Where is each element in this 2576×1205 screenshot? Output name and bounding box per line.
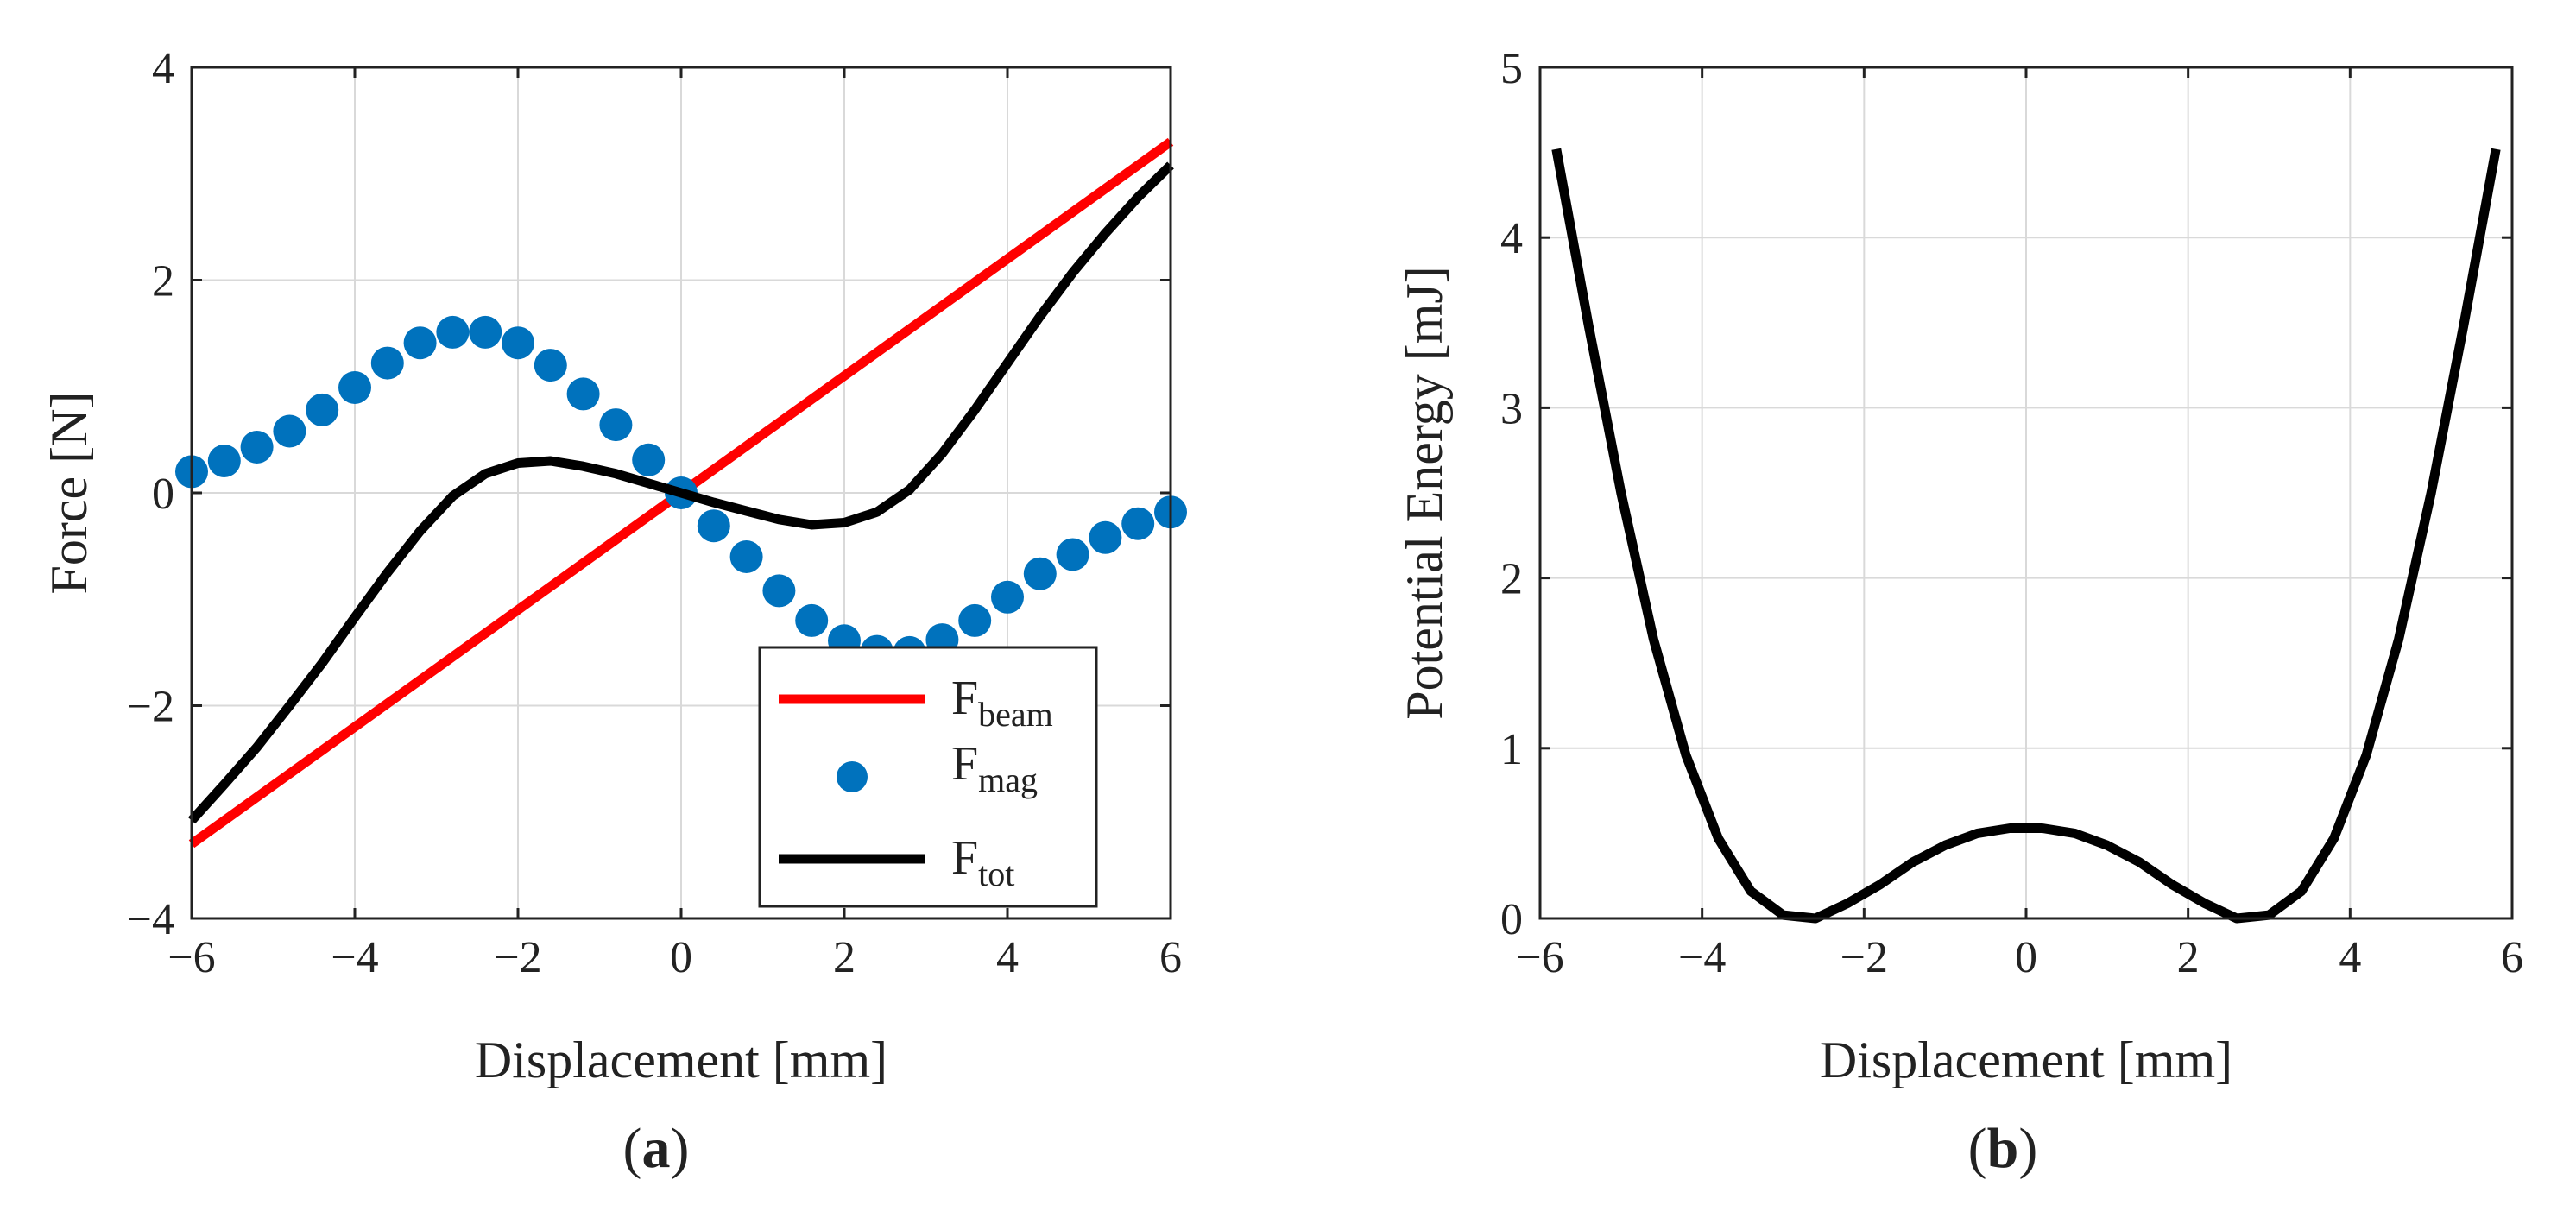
y-tick-label: 5 [1500,44,1523,93]
tick-labels-b: −6 −4 −2 0 2 4 6 0 1 2 3 4 5 [1500,44,2523,982]
x-tick-label: −2 [1840,933,1888,982]
series-point-mag [240,431,274,464]
series-point-mag [729,540,763,573]
series-point-mag [958,603,992,637]
y-tick-label: 3 [1500,384,1523,433]
series-point-mag [991,580,1024,614]
ticks-a [190,66,1172,920]
series-point-mag [762,574,796,608]
y-tick-label: 0 [152,470,174,519]
series-point-mag [436,315,470,349]
legend-swatch-mag [837,761,868,792]
legend-label-mag: Fmag [951,737,1038,799]
series-point-mag [1089,520,1122,554]
series-point-mag [1056,538,1089,571]
y-tick-label: 2 [1500,555,1523,604]
x-tick-label: 4 [2339,933,2361,982]
series-point-mag [1023,557,1057,590]
y-axis-label-b: Potential Energy [mJ] [1396,266,1453,719]
x-tick-label: 6 [1159,933,1182,982]
y-tick-label: 0 [1500,895,1523,944]
panel-label-b-letter: b [1987,1117,2019,1180]
series-point-mag [1121,507,1155,540]
y-tick-label: 4 [1500,214,1523,263]
y-axis-label-a: Force [N] [41,392,98,595]
series-layer-a [175,137,1187,849]
y-tick-label: 1 [1500,725,1523,774]
y-tick-label: 2 [152,257,174,306]
series-point-mag [632,443,666,476]
x-tick-label: 0 [2015,933,2037,982]
panel-label-a-letter: a [642,1117,671,1180]
x-tick-label: 2 [2177,933,2200,982]
x-tick-label: −6 [167,933,215,982]
series-line-tot [187,161,1174,824]
x-tick-label: 6 [2501,933,2523,982]
series-point-mag [403,326,437,360]
series-point-mag [502,326,534,360]
series-point-mag [207,445,241,477]
series-point-mag [697,509,730,543]
x-tick-label: −2 [494,933,541,982]
x-tick-label: 2 [833,933,856,982]
legend: Fbeam Fmag Ftot [758,646,1098,908]
chart-panel-b: −6 −4 −2 0 2 4 6 0 1 2 3 4 5 Displacement [mm] Poten… [1396,44,2523,1180]
series-point-mag [338,371,371,404]
y-tick-label: 4 [152,44,174,93]
grid-b [1539,66,2513,919]
series-line-potential-energy [1551,148,2501,924]
series-point-mag [306,393,339,426]
y-tick-label: −4 [127,895,174,944]
x-axis-label-a: Displacement [mm] [475,1032,887,1088]
series-point-mag [566,377,600,411]
x-axis-label-b: Displacement [mm] [1820,1032,2232,1088]
x-tick-label: 0 [670,933,692,982]
series-layer-b [1551,148,2501,924]
legend-label-beam: Fbeam [951,672,1053,734]
ticks-b [1538,66,2514,920]
series-point-mag [795,603,829,637]
x-tick-label: −6 [1516,933,1563,982]
x-tick-label: 4 [996,933,1019,982]
legend-label-tot: Ftot [951,831,1014,893]
x-tick-label: −4 [331,933,378,982]
series-point-mag [370,346,404,380]
panel-label-b: (b) [1968,1117,2038,1180]
series-point-mag [469,315,502,349]
legend-box [758,646,1098,908]
panel-label-a: (a) [623,1117,690,1180]
y-tick-label: −2 [127,683,174,732]
series-point-mag [273,414,306,448]
x-tick-label: −4 [1678,933,1726,982]
series-point-mag [599,408,633,442]
series-point-mag [534,349,567,382]
